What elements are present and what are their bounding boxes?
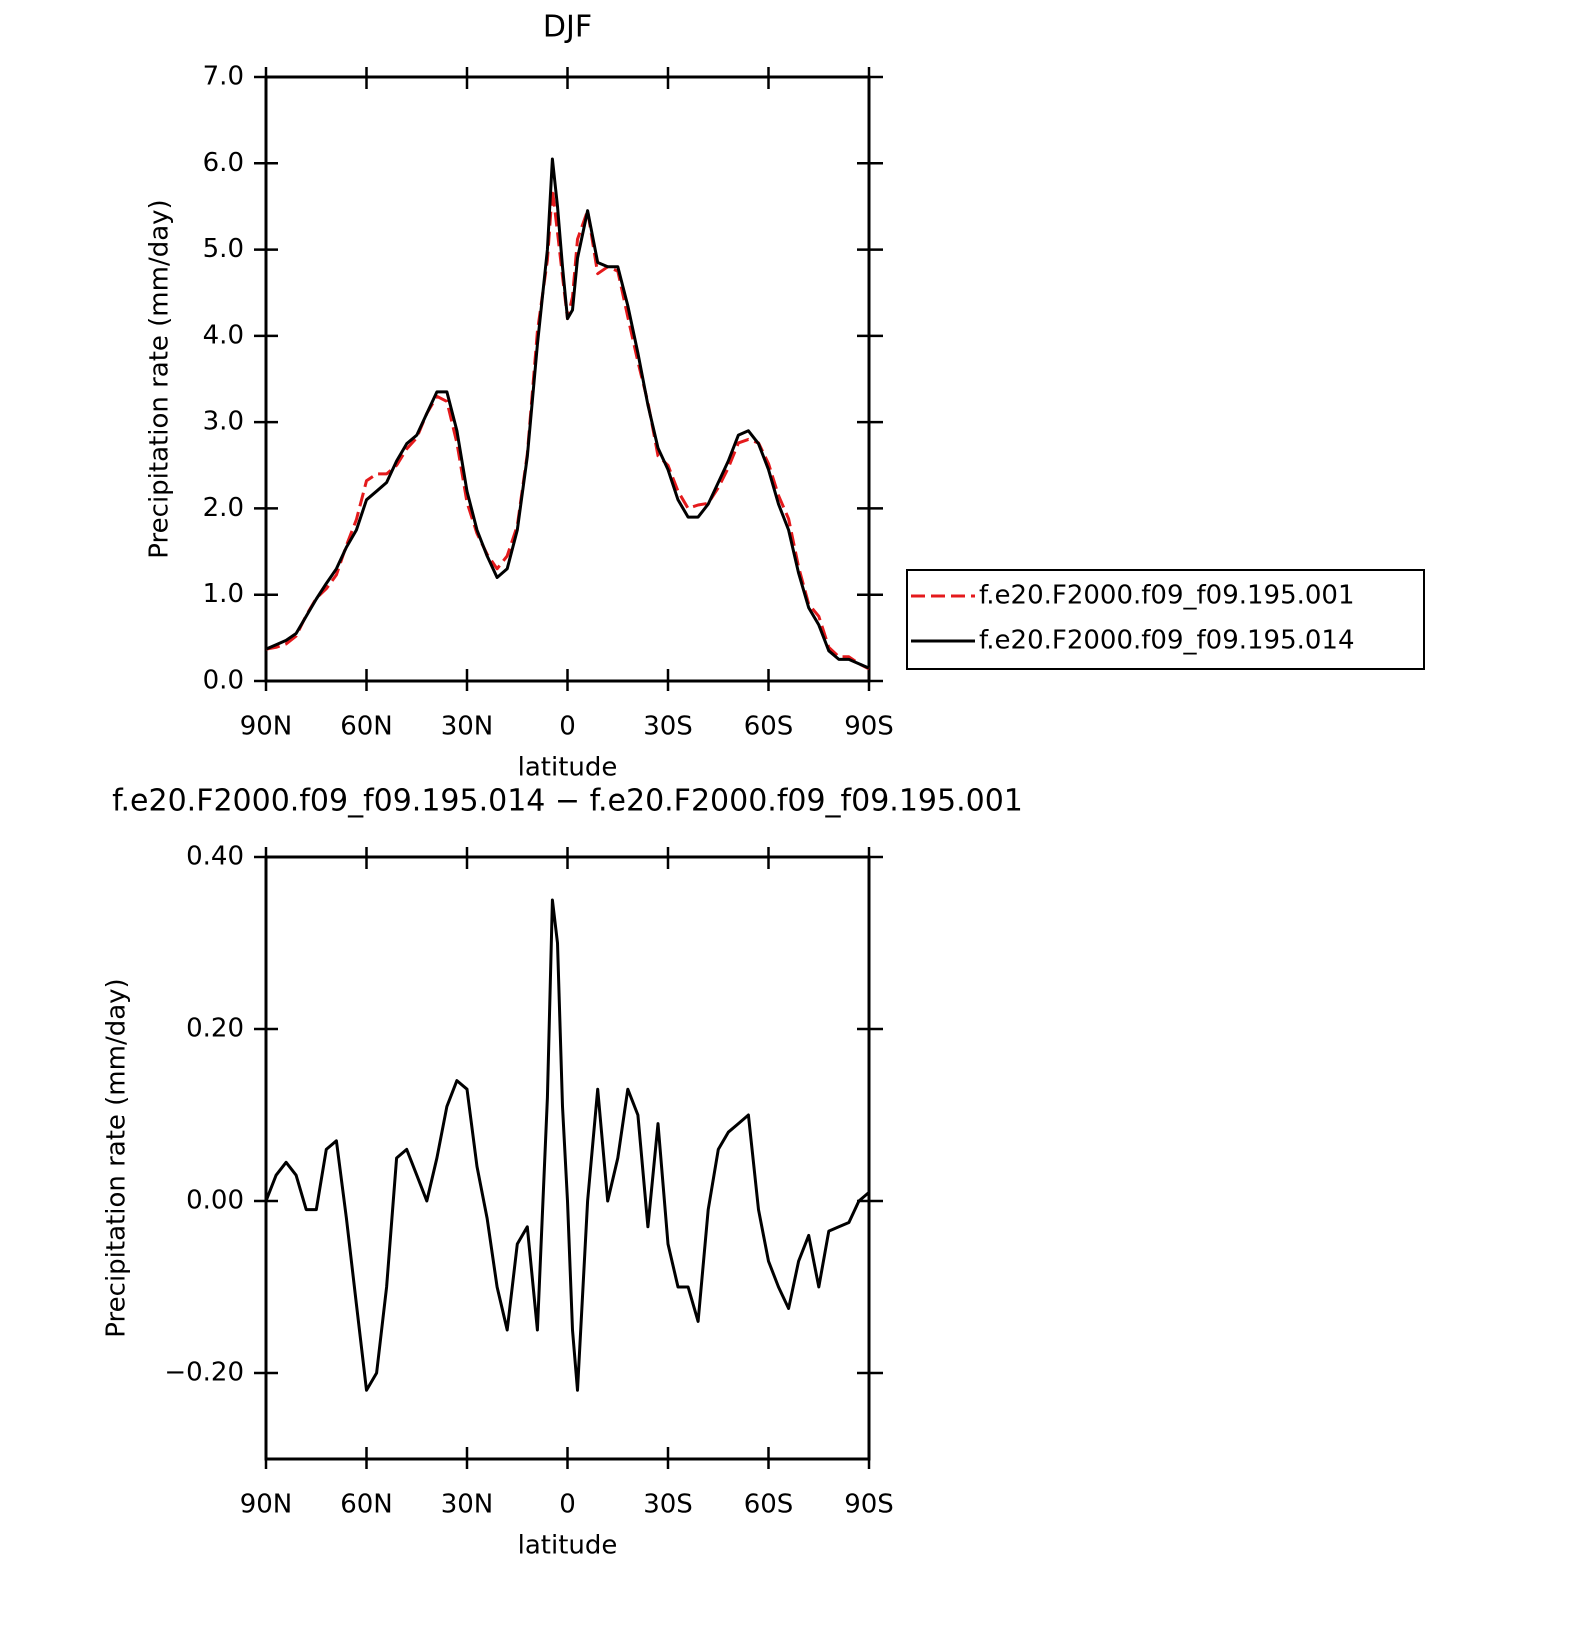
y-tick-label: 6.0 xyxy=(203,148,244,178)
y-axis-label: Precipitation rate (mm/day) xyxy=(102,978,132,1337)
y-tick-label: 3.0 xyxy=(203,407,244,437)
series-line xyxy=(265,157,870,670)
x-tick-label: 60S xyxy=(744,1490,794,1520)
x-tick-label: 90S xyxy=(844,712,894,742)
y-tick-label: 0.20 xyxy=(186,1014,244,1044)
y-tick-label: 4.0 xyxy=(203,320,244,350)
x-tick-label: 30N xyxy=(441,712,494,742)
x-tick-label: 30N xyxy=(441,1490,494,1520)
x-tick-label: 60S xyxy=(744,712,794,742)
x-tick-label: 30S xyxy=(643,712,693,742)
x-tick-label: 30S xyxy=(643,1490,693,1520)
x-tick-label: 0 xyxy=(559,712,576,742)
chart-title: f.e20.F2000.f09_f09.195.014 − f.e20.F200… xyxy=(112,784,1023,819)
y-tick-label: 1.0 xyxy=(203,579,244,609)
x-axis-label: latitude xyxy=(518,1531,618,1561)
y-tick-label: 0.00 xyxy=(186,1186,244,1216)
plot-frame xyxy=(264,75,871,683)
y-tick-label: 7.0 xyxy=(203,62,244,92)
y-tick-label: 0.40 xyxy=(186,842,244,872)
y-axis-label: Precipitation rate (mm/day) xyxy=(145,199,175,558)
x-tick-label: 90N xyxy=(240,712,293,742)
chart-title: DJF xyxy=(543,10,592,45)
x-tick-label: 90N xyxy=(240,1490,293,1520)
x-tick-label: 60N xyxy=(340,712,393,742)
y-tick-label: 2.0 xyxy=(203,493,244,523)
x-tick-label: 60N xyxy=(340,1490,393,1520)
plot-frame xyxy=(264,855,871,1461)
series-line xyxy=(264,898,870,1392)
y-tick-label: 5.0 xyxy=(203,234,244,264)
legend-label: f.e20.F2000.f09_f09.195.001 xyxy=(979,581,1355,611)
legend-label: f.e20.F2000.f09_f09.195.014 xyxy=(979,626,1355,656)
x-tick-label: 0 xyxy=(559,1490,576,1520)
legend-box xyxy=(906,569,1425,670)
series-line xyxy=(265,187,870,671)
x-axis-label: latitude xyxy=(518,753,618,783)
x-tick-label: 90S xyxy=(844,1490,894,1520)
y-tick-label: −0.20 xyxy=(164,1358,244,1388)
y-tick-label: 0.0 xyxy=(203,666,244,696)
